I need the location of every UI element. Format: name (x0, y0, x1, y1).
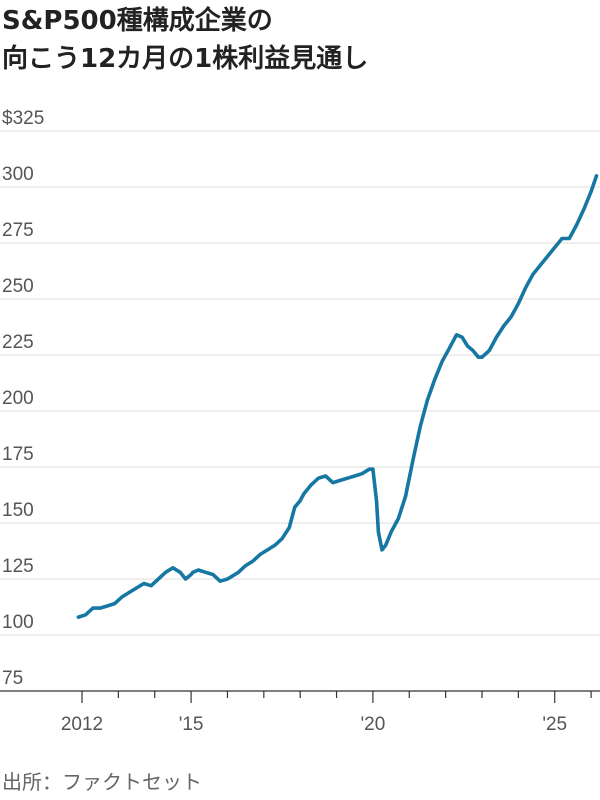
chart-title-line-2: 向こう12カ月の1株利益見通し (2, 44, 369, 74)
gridlines (0, 130, 600, 636)
x-tick-label: '20 (361, 714, 386, 735)
y-tick-label: 225 (2, 332, 34, 353)
y-tick-label: 150 (2, 500, 34, 521)
x-tick-label: '15 (179, 714, 204, 735)
x-tick-label: 2012 (61, 714, 103, 735)
y-tick-label: 275 (2, 220, 34, 241)
y-tick-label: 200 (2, 388, 34, 409)
y-tick-label: 100 (2, 612, 34, 633)
line-chart: $325 300 275 250 225 200 175 150 125 100 75 2012 '1… (0, 108, 600, 735)
eps-forecast-line (76, 174, 599, 619)
chart-title: S&P500種構成企業の 向こう12カ月の1株利益見通し (2, 2, 368, 78)
y-axis-tick-labels: $325 300 275 250 225 200 175 150 125 100 75 (2, 108, 44, 689)
series-layer (76, 174, 599, 619)
y-tick-label: 175 (2, 444, 34, 465)
x-axis: 2012 '15 '20 '25 (0, 690, 600, 735)
source-note: 出所：ファクトセット (2, 770, 202, 794)
chart-title-line-1: S&P500種構成企業の (2, 6, 273, 36)
x-tick-label: '25 (542, 714, 567, 735)
y-tick-label: 125 (2, 556, 34, 577)
y-tick-label: 250 (2, 276, 34, 297)
y-tick-label: $325 (2, 108, 44, 129)
y-tick-label: 300 (2, 164, 34, 185)
y-tick-label: 75 (2, 668, 23, 689)
